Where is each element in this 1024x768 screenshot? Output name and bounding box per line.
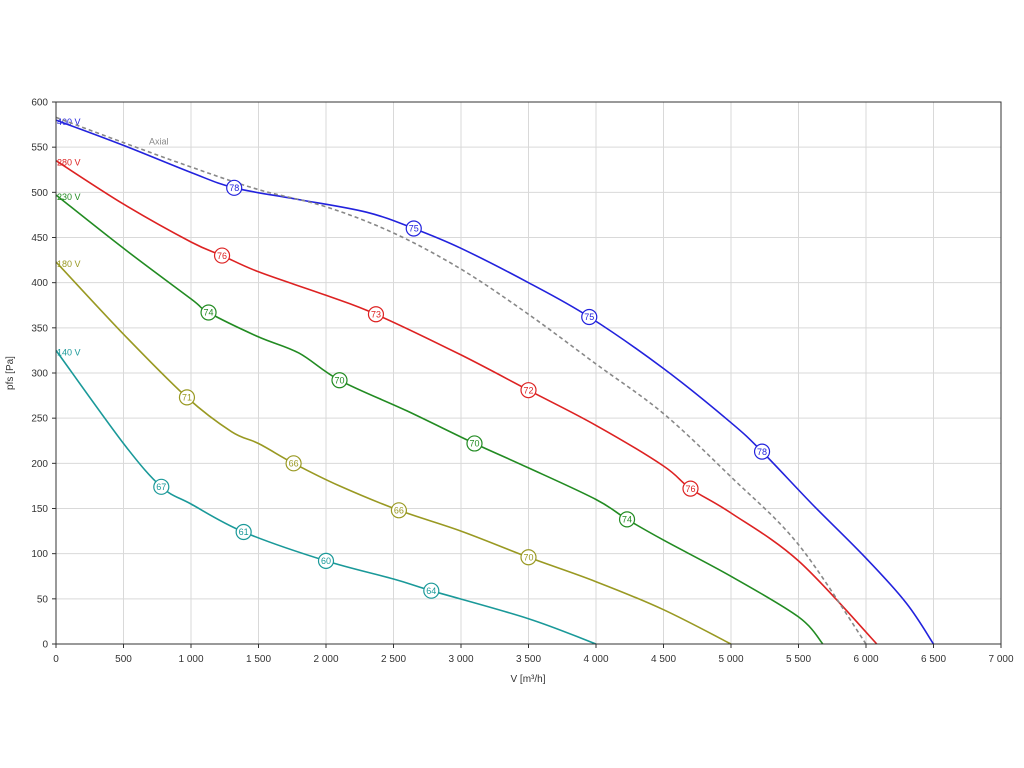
y-tick-label: 50 xyxy=(37,594,49,605)
y-axis-title: pfs [Pa] xyxy=(5,356,16,390)
series-layer: 400 V 280 V 230 V 180 V 140 V Axial xyxy=(55,116,935,645)
x-tick-label: 4 500 xyxy=(651,654,676,665)
x-tick-label: 6 000 xyxy=(853,654,878,665)
y-tick-label: 0 xyxy=(42,640,48,651)
series-label-400-v: 400 V xyxy=(57,117,81,127)
x-tick-label: 5 500 xyxy=(786,654,811,665)
series-marker-400-v xyxy=(226,179,243,196)
series-marker-180-v xyxy=(520,549,537,566)
series-marker-180-v xyxy=(390,502,407,519)
marker-label-140-v: 61 xyxy=(239,527,249,537)
y-tick-label: 400 xyxy=(31,278,48,289)
y-tick-label: 300 xyxy=(31,369,48,380)
x-tick-label: 500 xyxy=(115,654,132,665)
series-line-400-v xyxy=(55,119,935,645)
marker-layer: 78 75 75 78 76 73 72 76 74 70 70 74 71 66 66 70 67 61 60 64 xyxy=(153,179,771,599)
y-tick-label: 350 xyxy=(31,323,48,334)
series-label-230-v: 230 V xyxy=(57,192,81,202)
x-axis-title: V [m³/h] xyxy=(510,674,545,685)
series-marker-400-v xyxy=(581,308,598,326)
series-line-230-v xyxy=(55,194,824,645)
y-tick-label: 250 xyxy=(31,414,48,425)
marker-label-280-v: 73 xyxy=(371,309,381,319)
x-tick-label: 6 500 xyxy=(921,654,946,665)
marker-label-400-v: 78 xyxy=(229,183,239,193)
marker-label-230-v: 70 xyxy=(334,375,344,385)
y-tick-label: 100 xyxy=(31,549,48,560)
y-tick-label: 450 xyxy=(31,233,48,244)
series-marker-280-v xyxy=(213,247,231,264)
x-tick-label: 3 500 xyxy=(516,654,541,665)
series-marker-180-v xyxy=(285,455,302,472)
series-marker-400-v xyxy=(405,220,422,237)
series-marker-280-v xyxy=(367,306,385,323)
y-tick-label: 150 xyxy=(31,504,48,515)
series-marker-280-v xyxy=(682,480,699,497)
series-line-280-v xyxy=(55,160,878,645)
series-marker-180-v xyxy=(178,389,196,406)
x-tick-label: 1 000 xyxy=(178,654,203,665)
marker-label-140-v: 60 xyxy=(321,556,331,566)
marker-label-230-v: 74 xyxy=(622,515,632,525)
series-label-280-v: 280 V xyxy=(57,158,81,168)
x-tick-label: 2 000 xyxy=(313,654,338,665)
x-tick-label: 1 500 xyxy=(246,654,271,665)
series-label-axial: Axial xyxy=(149,137,169,147)
marker-label-280-v: 76 xyxy=(217,251,227,261)
x-tick-label: 2 500 xyxy=(381,654,406,665)
x-tick-label: 4 000 xyxy=(583,654,608,665)
marker-label-280-v: 76 xyxy=(685,484,695,494)
series-marker-230-v xyxy=(618,511,636,528)
y-tick-label: 550 xyxy=(31,143,48,154)
marker-label-400-v: 78 xyxy=(757,447,767,457)
series-marker-140-v xyxy=(153,478,170,495)
marker-label-400-v: 75 xyxy=(584,312,594,322)
x-tick-label: 3 000 xyxy=(448,654,473,665)
marker-label-230-v: 70 xyxy=(469,439,479,449)
x-tick-label: 7 000 xyxy=(988,654,1013,665)
series-marker-280-v xyxy=(520,382,537,399)
series-label-180-v: 180 V xyxy=(57,259,81,269)
series-marker-230-v xyxy=(466,435,483,452)
x-tick-label: 5 000 xyxy=(718,654,743,665)
series-line-140-v xyxy=(55,349,597,645)
series-line-180-v xyxy=(55,261,732,645)
y-axis: 0 50 100 150 200 250 300 350 400 450 500 550 600 xyxy=(31,98,56,651)
marker-label-140-v: 64 xyxy=(426,586,436,596)
x-tick-label: 0 xyxy=(53,654,59,665)
marker-label-280-v: 72 xyxy=(523,385,533,395)
series-marker-230-v xyxy=(200,304,217,321)
marker-label-180-v: 66 xyxy=(289,459,299,469)
marker-label-180-v: 70 xyxy=(523,552,533,562)
marker-label-180-v: 71 xyxy=(182,393,192,403)
marker-label-230-v: 74 xyxy=(204,308,214,318)
marker-label-180-v: 66 xyxy=(394,506,404,516)
series-marker-230-v xyxy=(331,372,348,389)
y-tick-label: 600 xyxy=(31,98,48,109)
x-axis: 0 500 1 000 1 500 2 000 2 500 3 000 3 500 4 000 4… xyxy=(53,644,1014,665)
series-marker-140-v xyxy=(235,523,252,541)
series-marker-140-v xyxy=(317,552,335,569)
y-tick-label: 200 xyxy=(31,459,48,470)
marker-label-140-v: 67 xyxy=(156,482,166,492)
series-marker-400-v xyxy=(753,443,771,460)
marker-label-400-v: 75 xyxy=(409,224,419,234)
y-tick-label: 500 xyxy=(31,188,48,199)
series-marker-140-v xyxy=(423,582,440,599)
series-label-140-v: 140 V xyxy=(57,347,81,357)
